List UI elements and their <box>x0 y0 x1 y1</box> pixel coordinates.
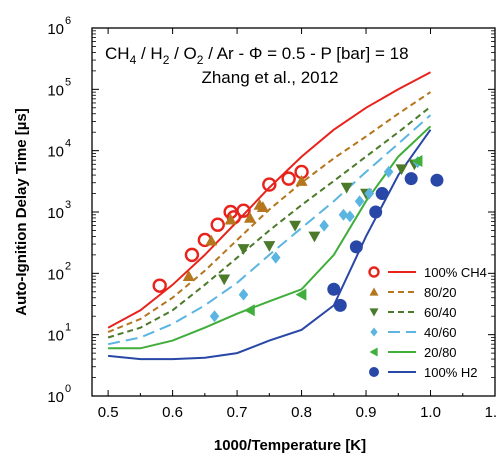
legend-label-60-40: 60/40 <box>424 305 457 320</box>
y-tick-exponent: 1 <box>65 322 71 334</box>
y-tick-exponent: 4 <box>65 138 71 150</box>
data-markers <box>152 154 444 323</box>
data-point-60-40 <box>237 244 250 255</box>
model-line-40-60 <box>107 114 432 346</box>
data-point-100-ch4 <box>184 247 200 263</box>
legend-marker-40-60 <box>370 327 378 337</box>
y-tick-exponent: 5 <box>65 76 71 88</box>
legend-marker-100-h2 <box>369 367 379 377</box>
data-point-60-40 <box>263 241 276 252</box>
legend-marker-100-ch4 <box>368 266 380 278</box>
data-point-80-20 <box>205 234 218 246</box>
axis-ticks: 0.50.60.70.80.91.01.11001011021031041051… <box>47 15 498 421</box>
data-point-40-60 <box>364 187 375 200</box>
data-point-100-h2 <box>333 298 347 312</box>
data-point-40-60 <box>345 210 355 223</box>
data-point-100-ch4 <box>262 177 277 192</box>
data-point-100-ch4 <box>281 171 296 186</box>
data-point-20-80 <box>243 304 255 317</box>
data-point-80-20 <box>182 270 195 281</box>
model-line-20-80 <box>108 125 432 350</box>
data-point-40-60 <box>354 195 365 208</box>
data-point-60-40 <box>308 231 321 243</box>
data-point-100-h2 <box>369 205 383 219</box>
y-tick-label: 10 <box>47 82 64 99</box>
y-tick-label: 10 <box>47 205 64 222</box>
data-point-100-ch4 <box>152 278 167 293</box>
legend-label-100-ch4: 100% CH4 <box>424 265 487 280</box>
x-tick-label: 0.6 <box>162 404 183 421</box>
data-point-20-80 <box>295 288 307 301</box>
y-tick-label: 10 <box>47 21 64 38</box>
legend-label-20-80: 20/80 <box>424 345 457 360</box>
data-point-20-80 <box>411 154 423 167</box>
legend-label-80-20: 80/20 <box>424 285 457 300</box>
x-tick-label: 1.0 <box>420 404 441 421</box>
annotation-conditions: CH4 / H2 / O2 / Ar - Φ = 0.5 - P [bar] =… <box>105 44 409 67</box>
data-point-80-20 <box>295 175 308 186</box>
model-line-60-40 <box>107 106 432 339</box>
data-point-40-60 <box>238 288 249 301</box>
legend-marker-80-20 <box>369 287 379 296</box>
y-axis-title: Auto-Ignition Delay Time [µs] <box>13 108 30 316</box>
data-point-80-20 <box>243 211 256 223</box>
y-tick-label: 10 <box>47 144 64 161</box>
y-tick-exponent: 3 <box>65 199 71 211</box>
y-tick-exponent: 0 <box>65 383 71 395</box>
legend-marker-20-80 <box>369 347 378 357</box>
legend: 100% CH4 80/20 60/40 40/60 20/80 100% H2 <box>368 265 487 380</box>
data-point-40-60 <box>383 165 394 178</box>
y-tick-label: 10 <box>47 328 64 345</box>
data-point-100-h2 <box>430 173 444 187</box>
y-tick-exponent: 2 <box>65 260 71 272</box>
x-tick-label: 0.5 <box>98 404 119 421</box>
x-tick-label: 0.9 <box>356 404 377 421</box>
data-point-100-h2 <box>349 240 363 254</box>
data-point-40-60 <box>270 251 281 264</box>
data-point-100-h2 <box>375 187 389 201</box>
x-axis-title: 1000/Temperature [K] <box>214 437 366 454</box>
data-point-40-60 <box>319 219 329 232</box>
model-lines <box>107 71 432 361</box>
data-point-100-ch4 <box>236 203 251 218</box>
annotation-source: Zhang et al., 2012 <box>201 68 338 87</box>
data-point-40-60 <box>338 208 349 221</box>
y-tick-label: 10 <box>47 266 64 283</box>
data-point-60-40 <box>289 220 302 232</box>
legend-label-100-h2: 100% H2 <box>424 365 477 380</box>
data-point-60-40 <box>395 164 408 176</box>
data-point-60-40 <box>218 274 231 286</box>
data-point-80-20 <box>256 201 269 212</box>
model-line-100-ch4 <box>107 71 431 329</box>
legend-label-40-60: 40/60 <box>424 325 457 340</box>
x-tick-label: 0.7 <box>227 404 248 421</box>
y-tick-label: 10 <box>47 389 64 406</box>
model-line-80-20 <box>107 91 432 334</box>
y-tick-exponent: 6 <box>65 15 71 27</box>
data-point-100-ch4 <box>210 217 225 232</box>
data-point-80-20 <box>224 213 237 225</box>
data-point-100-h2 <box>404 172 418 186</box>
x-tick-label: 1.1 <box>485 404 498 421</box>
x-tick-label: 0.8 <box>291 404 312 421</box>
data-point-40-60 <box>209 310 220 323</box>
data-point-60-40 <box>340 182 353 194</box>
legend-marker-60-40 <box>369 308 379 317</box>
data-point-100-h2 <box>327 282 341 296</box>
